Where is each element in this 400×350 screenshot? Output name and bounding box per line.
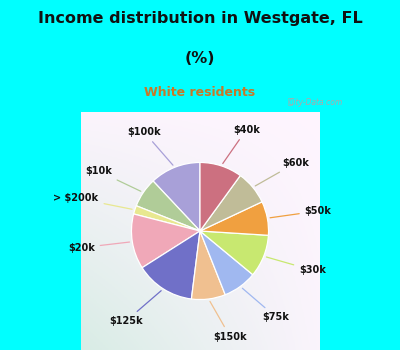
Wedge shape (200, 231, 253, 295)
Text: $20k: $20k (68, 242, 130, 253)
Wedge shape (192, 231, 225, 300)
Wedge shape (136, 181, 200, 231)
Text: Income distribution in Westgate, FL: Income distribution in Westgate, FL (38, 10, 362, 26)
Text: $100k: $100k (127, 127, 173, 165)
Wedge shape (132, 214, 200, 268)
Text: $10k: $10k (85, 166, 141, 191)
Text: $50k: $50k (270, 206, 332, 218)
Wedge shape (142, 231, 200, 299)
Text: White residents: White residents (144, 86, 256, 99)
Text: City-Data.com: City-Data.com (288, 98, 343, 107)
Text: $40k: $40k (223, 125, 260, 163)
Text: $150k: $150k (210, 301, 247, 342)
Text: $75k: $75k (242, 288, 290, 322)
Wedge shape (200, 231, 268, 275)
Text: (%): (%) (185, 51, 215, 66)
Wedge shape (200, 162, 240, 231)
Wedge shape (200, 176, 262, 231)
Text: $125k: $125k (109, 291, 161, 326)
Text: $30k: $30k (266, 257, 326, 275)
Text: > $200k: > $200k (54, 193, 132, 209)
Text: ⓘ: ⓘ (288, 98, 292, 107)
Wedge shape (153, 162, 200, 231)
Text: $60k: $60k (255, 158, 309, 186)
Wedge shape (200, 202, 268, 235)
Wedge shape (134, 206, 200, 231)
